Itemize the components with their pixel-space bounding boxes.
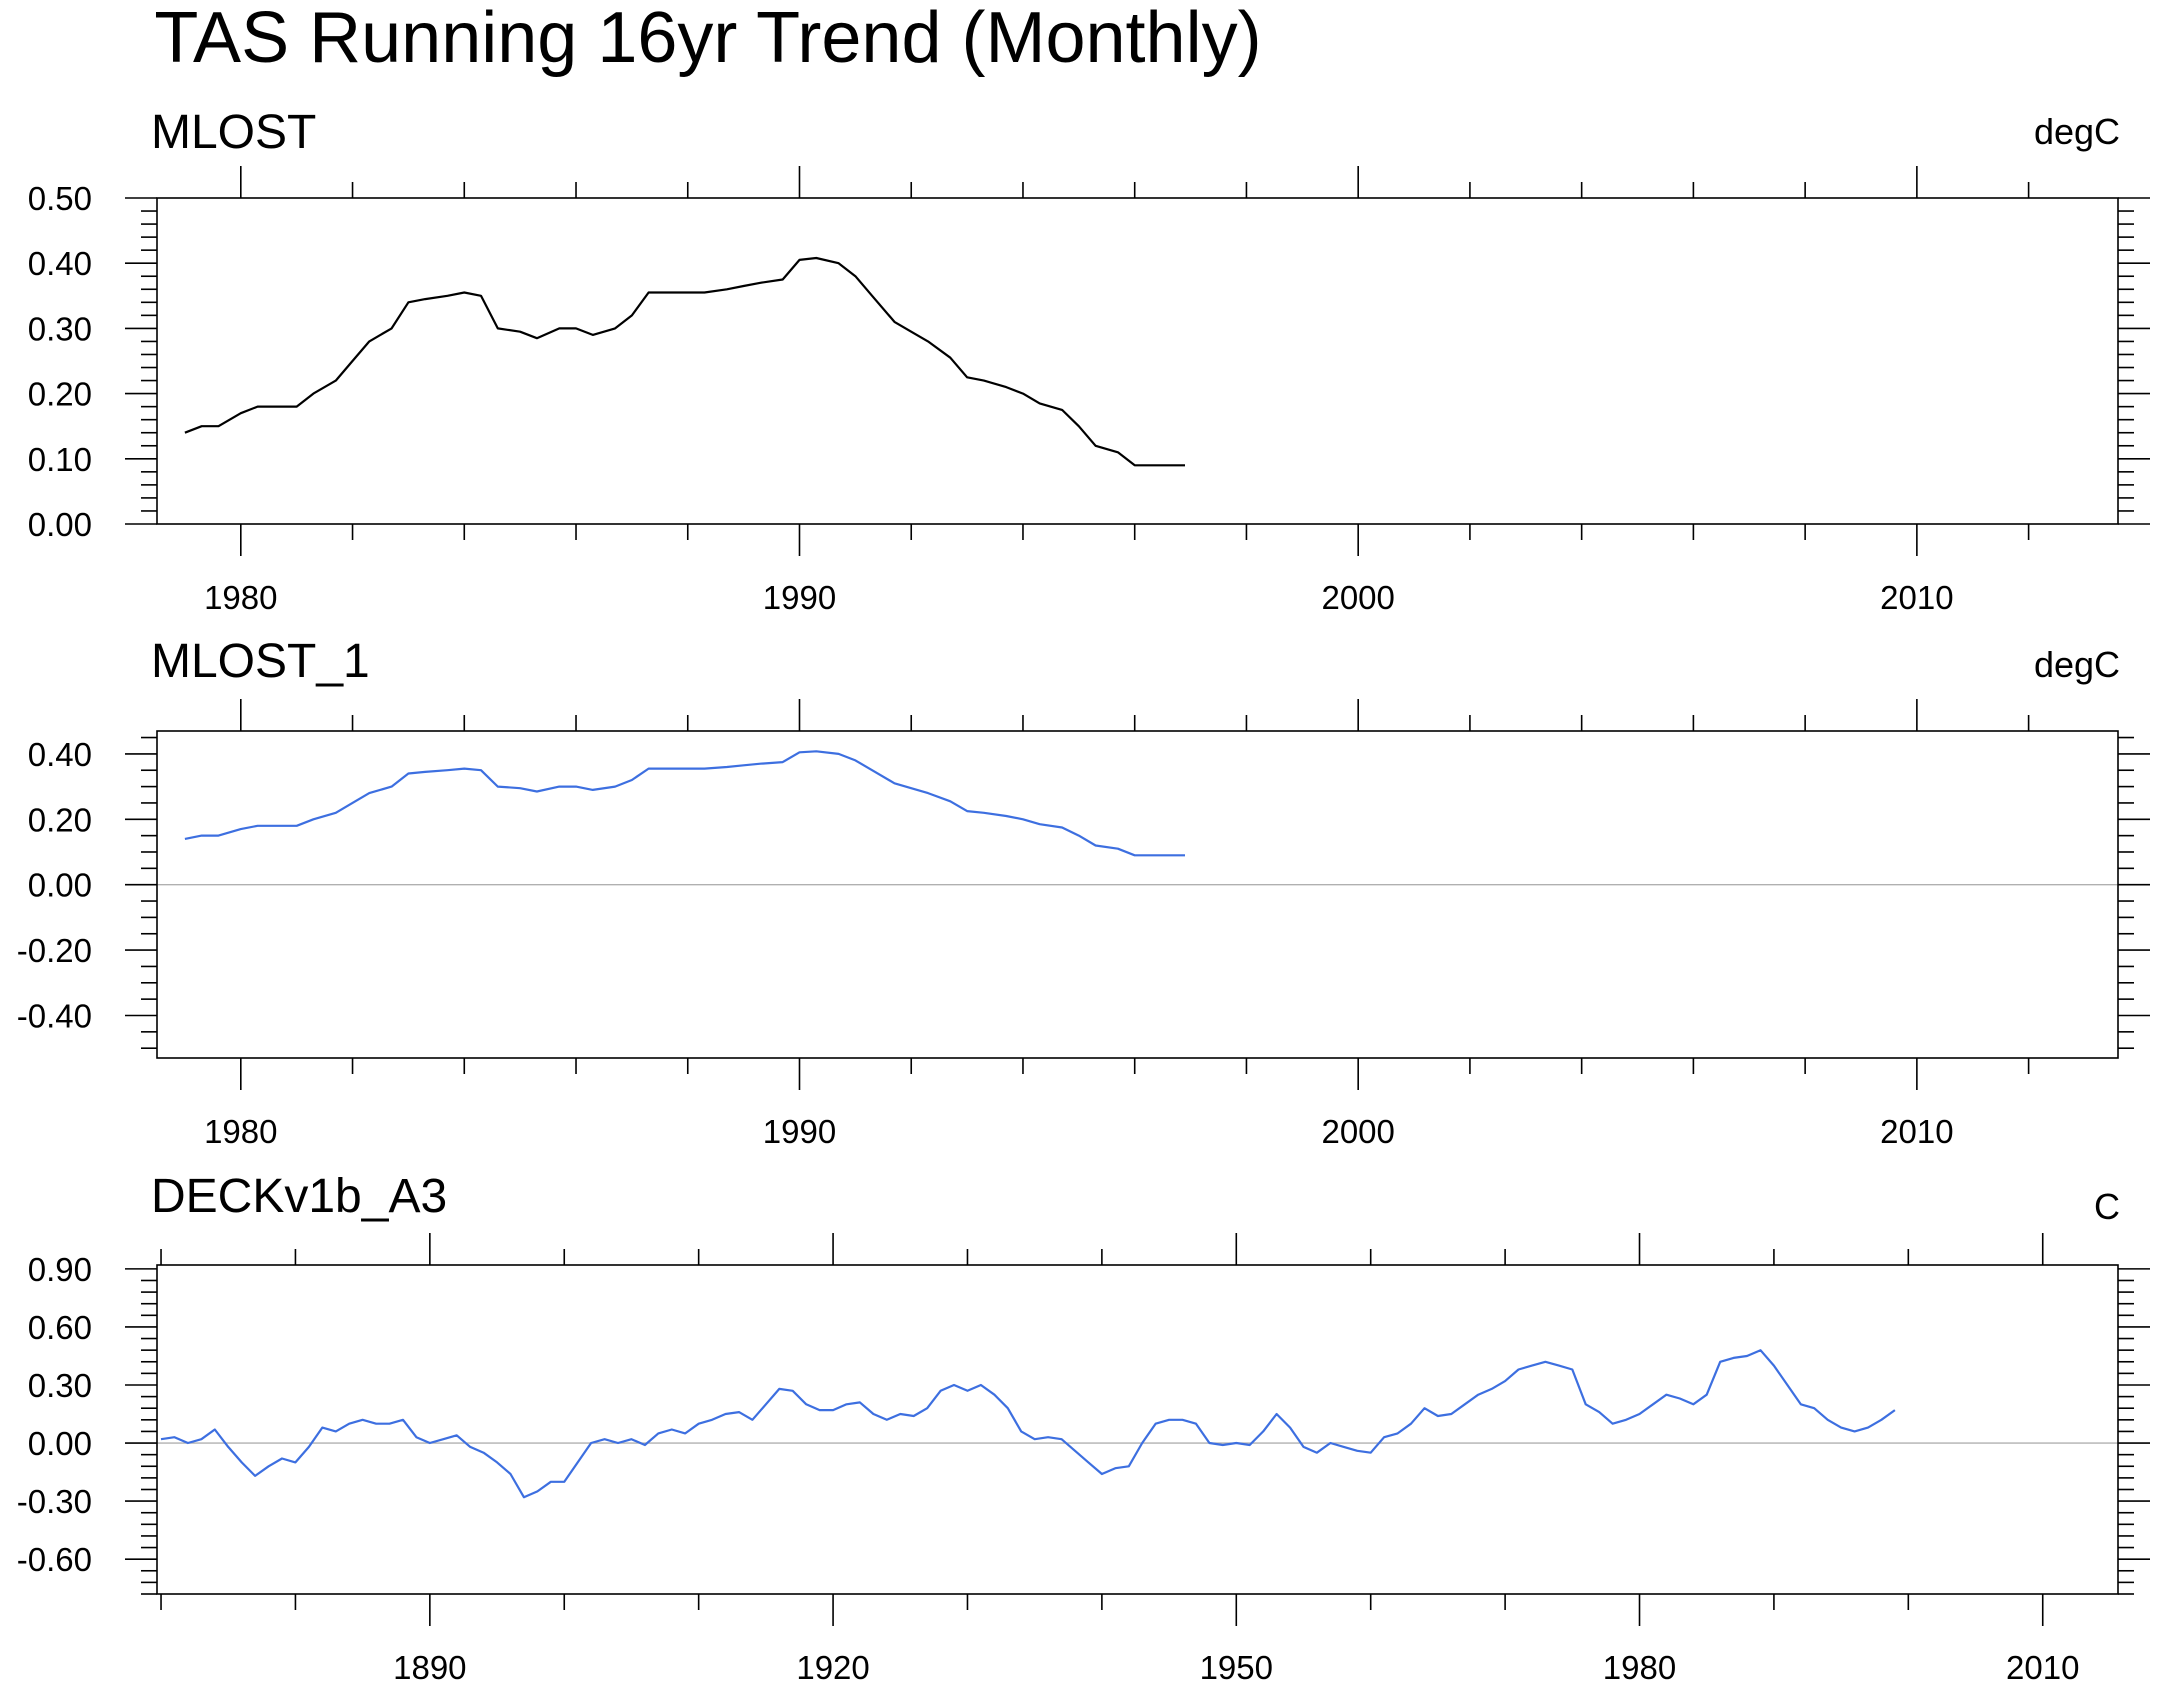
panel-title: MLOST: [151, 106, 316, 159]
y-tick-label: -0.60: [17, 1541, 92, 1578]
series-line: [184, 256, 1185, 467]
y-tick-label: 0.30: [28, 310, 92, 347]
panel-title: DECKv1b_A3: [151, 1170, 447, 1223]
figure-title: TAS Running 16yr Trend (Monthly): [154, 0, 1261, 78]
y-tick-label: 0.40: [28, 736, 92, 773]
y-tick-label: 0.00: [28, 867, 92, 904]
panel-units: degC: [2034, 111, 2120, 152]
panel-mlost: MLOST degC 1980 1990 2000 2010 0.00 0.10 0.20 0…: [28, 106, 2150, 616]
x-tick-label: 1950: [1200, 1649, 1273, 1686]
y-tick-label: 0.20: [28, 376, 92, 413]
x-tick-label: 1990: [763, 579, 836, 616]
y-tick-label: 0.30: [28, 1367, 92, 1404]
series-line: [184, 750, 1185, 857]
y-tick-label: 0.00: [28, 506, 92, 543]
y-tick-label: 0.40: [28, 245, 92, 282]
x-tick-label: 1890: [393, 1649, 466, 1686]
y-tick-label: -0.20: [17, 932, 92, 969]
x-tick-label: 2010: [1880, 1113, 1953, 1150]
panel-units: C: [2094, 1186, 2120, 1227]
y-tick-label: -0.40: [17, 997, 92, 1034]
panel-mlost-1: MLOST_1 degC 1980 1990 2000 2010 -0.40 -0.20 0…: [17, 635, 2150, 1150]
plot-frame: [156, 730, 2119, 1059]
y-tick-label: 0.00: [28, 1425, 92, 1462]
plot-frame: [156, 197, 2119, 525]
y-tick-label: 0.50: [28, 180, 92, 217]
x-tick-label: 1980: [204, 579, 277, 616]
plot-frame: [156, 1264, 2119, 1595]
x-tick-label: 2000: [1321, 579, 1394, 616]
y-tick-label: -0.30: [17, 1483, 92, 1520]
x-tick-label: 1980: [1603, 1649, 1676, 1686]
panel-units: degC: [2034, 644, 2120, 685]
panel-title: MLOST_1: [151, 635, 370, 688]
x-tick-label: 2010: [2006, 1649, 2079, 1686]
y-tick-label: 0.10: [28, 441, 92, 478]
y-tick-label: 0.90: [28, 1251, 92, 1288]
x-tick-label: 2010: [1880, 579, 1953, 616]
panel-deckv1b-a3: DECKv1b_A3 C 1890 1920 1950 1980 2010 -0.60 -0…: [17, 1170, 2150, 1686]
series-line: [160, 1349, 1896, 1499]
y-tick-label: 0.60: [28, 1309, 92, 1346]
x-tick-label: 1920: [796, 1649, 869, 1686]
y-tick-label: 0.20: [28, 801, 92, 838]
x-tick-label: 1980: [204, 1113, 277, 1150]
x-tick-label: 1990: [763, 1113, 836, 1150]
x-tick-label: 2000: [1321, 1113, 1394, 1150]
